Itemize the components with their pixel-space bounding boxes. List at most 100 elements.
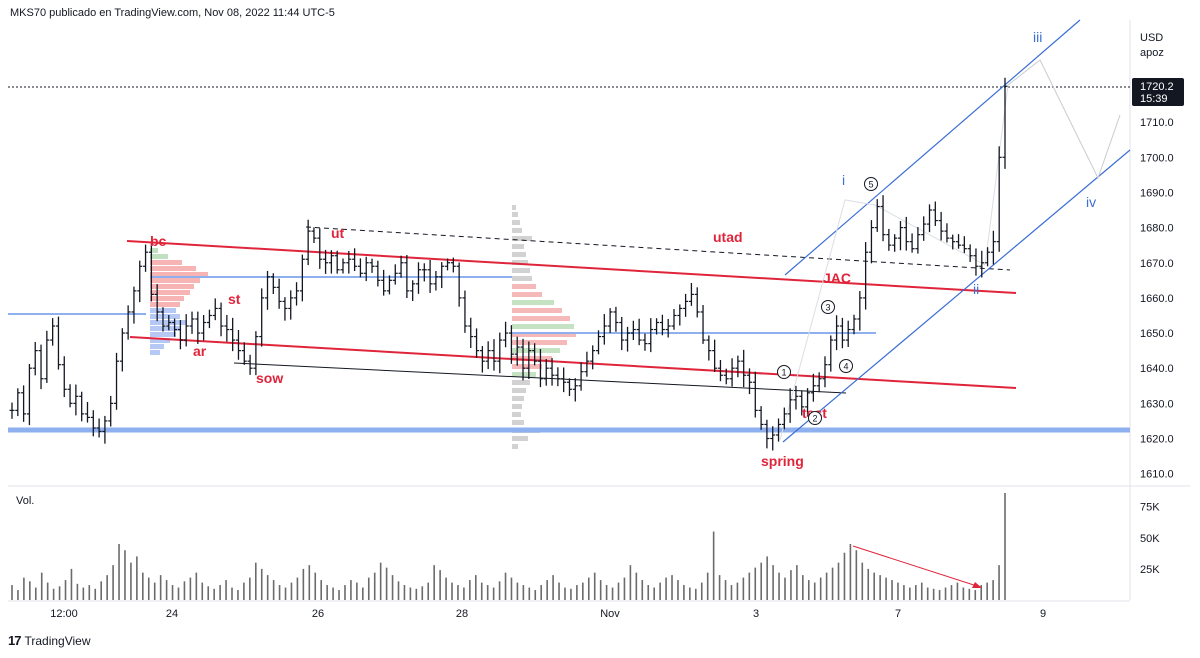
last-price-value: 1720.2	[1140, 81, 1174, 93]
volume-bar	[534, 590, 537, 600]
volume-bar	[677, 580, 679, 600]
annotation-label: st	[228, 291, 241, 307]
volume-bar	[879, 575, 881, 600]
volume-bar	[938, 590, 941, 600]
price-bar	[979, 250, 985, 278]
price-bar	[410, 280, 416, 302]
price-bar	[688, 282, 694, 306]
volume-bar	[992, 580, 994, 600]
volume-bar	[415, 588, 418, 600]
volume-profile-bin	[512, 348, 560, 353]
price-bar	[555, 367, 561, 387]
price-bar	[294, 282, 300, 306]
volume-bar	[439, 570, 441, 600]
volume-bar	[254, 562, 257, 600]
volume-bar	[796, 565, 798, 600]
volume-profile-bin	[512, 436, 528, 441]
price-tick-label: 1710.0	[1140, 117, 1174, 129]
volume-bar	[498, 581, 501, 600]
price-bar	[526, 341, 532, 380]
time-axis: 12:00 24 26 28 Nov 3 7 9	[50, 608, 1046, 620]
price-tick-label: 1700.0	[1140, 152, 1174, 164]
volume-bar	[480, 582, 483, 600]
volume-bar	[409, 587, 412, 600]
price-tick-label: 1690.0	[1140, 187, 1174, 199]
price-bar	[810, 373, 816, 402]
volume-bar	[611, 587, 614, 600]
price-bar	[561, 367, 567, 393]
volume-bar	[546, 580, 548, 600]
time-tick-label: 24	[166, 608, 178, 620]
volume-bar	[367, 577, 370, 600]
price-bar	[590, 345, 596, 370]
price-bar	[183, 314, 189, 347]
volume-profile-bin	[512, 276, 532, 281]
volume-bar	[320, 580, 322, 600]
price-bar	[601, 314, 607, 345]
time-tick-label: 3	[753, 608, 759, 620]
volume-tick-label: 25K	[1140, 564, 1160, 576]
volume-bar	[617, 582, 620, 600]
price-tick-label: 1660.0	[1140, 293, 1174, 305]
price-bar	[189, 311, 195, 334]
price-bar	[619, 316, 625, 351]
price-bar	[996, 146, 1002, 252]
volume-profile-bin	[512, 364, 542, 369]
price-bar	[282, 297, 288, 321]
price-bar	[38, 344, 44, 390]
volume-bar	[373, 572, 376, 600]
volume-bar	[986, 582, 988, 600]
volume-tick-label: 50K	[1140, 533, 1160, 545]
annotation-label: iii	[1033, 29, 1042, 45]
time-tick-label: Nov	[600, 608, 620, 620]
volume-bar	[885, 577, 887, 600]
price-bar	[927, 204, 933, 233]
volume-bar	[207, 586, 210, 600]
circled-count-label: 3	[825, 303, 830, 313]
price-bar	[235, 329, 241, 360]
volume-bar	[492, 587, 495, 600]
price-bar	[79, 391, 85, 422]
volume-bar	[700, 582, 703, 600]
volume-profile-bin	[150, 320, 186, 325]
volume-bar	[825, 572, 828, 600]
volume-bar	[124, 550, 126, 600]
volume-bar	[153, 582, 156, 600]
volume-profile	[150, 205, 576, 449]
price-bar	[270, 273, 276, 295]
volume-bar	[552, 575, 554, 600]
price-bar	[665, 318, 671, 338]
volume-profile-bin	[512, 444, 518, 449]
volume-bar	[623, 577, 626, 600]
volume-bar	[260, 568, 263, 600]
volume-bar	[790, 570, 792, 600]
price-bar	[897, 221, 903, 251]
price-bar	[119, 328, 125, 372]
volume-trend-arrow	[852, 545, 981, 588]
volume-profile-bin	[512, 212, 518, 217]
volume-profile-bin	[512, 356, 552, 361]
volume-bar	[52, 588, 55, 600]
volume-bar	[724, 580, 727, 600]
volume-bar	[944, 587, 947, 600]
volume-bar	[950, 585, 953, 600]
price-bar	[462, 290, 468, 333]
price-bar	[677, 304, 683, 326]
price-chart[interactable]: 1710.0 1700.0 1690.0 1680.0 1670.0 1660.0 1650…	[0, 0, 1200, 630]
volume-bar	[142, 572, 144, 600]
price-bar	[985, 247, 991, 267]
chart-header: MKS70 publicado en TradingView.com, Nov …	[10, 7, 335, 19]
price-bar	[909, 233, 915, 253]
price-bar	[717, 359, 723, 382]
volume-profile-bin	[512, 292, 542, 297]
volume-bar	[171, 585, 174, 600]
volume-bar	[177, 587, 180, 600]
circled-counts: 1 2 3 4 5	[777, 177, 878, 425]
volume-profile-bin	[150, 272, 208, 277]
price-bar	[607, 308, 613, 333]
volume-bar	[736, 582, 739, 600]
price-bar	[648, 318, 654, 353]
price-bar	[404, 255, 410, 299]
price-bar	[352, 248, 358, 272]
projection-path	[1007, 59, 1121, 180]
